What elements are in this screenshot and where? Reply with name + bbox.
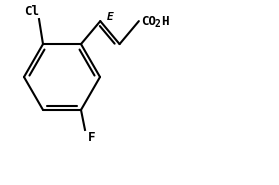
Text: F: F [88, 131, 96, 144]
Text: Cl: Cl [25, 5, 40, 18]
Text: 2: 2 [155, 19, 161, 29]
Text: H: H [161, 15, 168, 28]
Text: CO: CO [141, 15, 156, 28]
Text: E: E [107, 12, 113, 22]
